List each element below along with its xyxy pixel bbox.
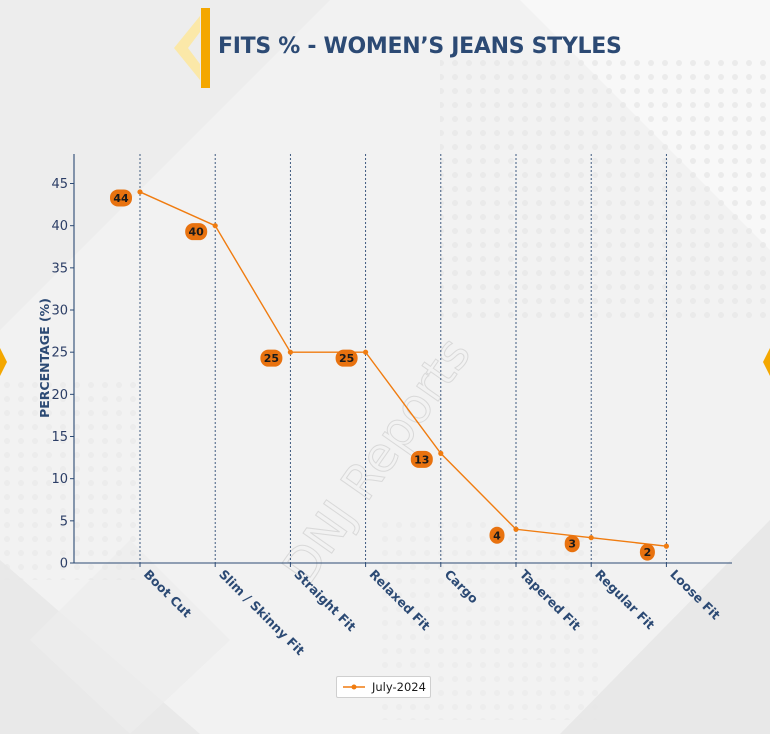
data-point [287, 349, 293, 355]
data-labels: 44 40 25 25 13 4 3 2 [110, 189, 655, 561]
y-tick-label: 10 [51, 472, 68, 487]
x-tick-label: Tapered Fit [517, 567, 584, 634]
data-label: 44 [113, 192, 129, 205]
side-arrow-left-icon [0, 348, 8, 381]
data-point [363, 349, 369, 355]
y-tick-labels: 0 5 10 15 20 25 30 35 40 45 [51, 177, 74, 572]
data-label-badge [489, 526, 505, 544]
page-title: FITS % - WOMEN’S JEANS STYLES [218, 34, 622, 59]
data-label-badge [410, 450, 433, 468]
side-arrow-right-icon [762, 348, 770, 381]
data-label-badge [639, 543, 655, 561]
data-point [663, 543, 670, 549]
x-tick-label: Slim / Skinny Fit [216, 567, 308, 659]
data-point [513, 526, 519, 532]
x-tick-label: Loose Fit [667, 567, 723, 623]
data-label: 2 [644, 546, 652, 559]
data-label-badge [564, 535, 580, 553]
x-tick-label: Boot Cut [141, 567, 195, 621]
vertical-gridlines [139, 154, 667, 563]
y-tick-label: 5 [60, 514, 68, 529]
data-label-badge [335, 349, 358, 367]
y-tick-label: 15 [51, 430, 68, 445]
y-tick-label: 30 [51, 304, 68, 319]
title-accent-icon [174, 8, 210, 88]
x-tick-label: Cargo [442, 567, 482, 607]
series-july-2024 [137, 189, 670, 549]
data-label-badge [110, 189, 132, 207]
data-label: 4 [493, 529, 501, 542]
legend-marker-icon [343, 684, 365, 690]
legend-label: July-2024 [372, 680, 426, 694]
y-tick-label: 0 [60, 557, 68, 572]
y-tick-label: 20 [51, 388, 68, 403]
data-label: 3 [568, 538, 576, 551]
data-label: 13 [414, 453, 429, 466]
data-label: 40 [189, 226, 205, 239]
data-point [588, 535, 594, 541]
data-point [212, 223, 218, 229]
data-point [438, 450, 444, 456]
y-tick-label: 40 [51, 219, 68, 234]
data-label: 25 [264, 352, 279, 365]
y-tick-label: 45 [51, 177, 68, 192]
data-label-badge [260, 349, 283, 367]
y-tick-label: 35 [51, 261, 68, 276]
x-tick-label: Relaxed Fit [366, 567, 433, 634]
legend: July-2024 [336, 676, 431, 698]
y-axis-title: PERCENTAGE (%) [37, 298, 52, 418]
data-label-badge [185, 223, 208, 241]
data-point [137, 189, 143, 195]
series-line [139, 191, 667, 547]
title-block: FITS % - WOMEN’S JEANS STYLES [170, 8, 630, 90]
y-tick-label: 25 [51, 346, 68, 361]
axes [73, 154, 732, 564]
data-label: 25 [339, 352, 354, 365]
x-tick-label: Regular Fit [592, 567, 658, 633]
